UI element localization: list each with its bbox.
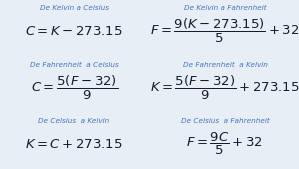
Text: De Kelvin a Fahrenheit: De Kelvin a Fahrenheit <box>184 5 266 11</box>
Text: De Fahrenheit  a Kelvin: De Fahrenheit a Kelvin <box>182 62 267 68</box>
Text: De Celsius  a Fahrenheit: De Celsius a Fahrenheit <box>181 118 269 124</box>
Text: $\mathit{K} = \mathit{C} + 273.15$: $\mathit{K} = \mathit{C} + 273.15$ <box>25 138 123 151</box>
Text: $\mathit{F} = \dfrac{9(\mathit{K} - 273.15)}{5} + 32$: $\mathit{F} = \dfrac{9(\mathit{K} - 273.… <box>150 17 299 45</box>
Text: De Fahrenheit  a Celsius: De Fahrenheit a Celsius <box>30 62 118 68</box>
Text: $\mathit{F} = \dfrac{9\mathit{C}}{5} + 32$: $\mathit{F} = \dfrac{9\mathit{C}}{5} + 3… <box>187 131 263 157</box>
Text: $\mathit{K} = \dfrac{5(\mathit{F} - 32)}{9} + 273.15$: $\mathit{K} = \dfrac{5(\mathit{F} - 32)}… <box>150 74 299 102</box>
Text: $\mathit{C} = \mathit{K} - 273.15$: $\mathit{C} = \mathit{K} - 273.15$ <box>25 25 123 38</box>
Text: De Kelvin a Celsius: De Kelvin a Celsius <box>39 5 109 11</box>
Text: $\mathit{C} = \dfrac{5(\mathit{F} - 32)}{9}$: $\mathit{C} = \dfrac{5(\mathit{F} - 32)}… <box>30 74 118 102</box>
Text: De Celsius  a Kelvin: De Celsius a Kelvin <box>38 118 110 124</box>
